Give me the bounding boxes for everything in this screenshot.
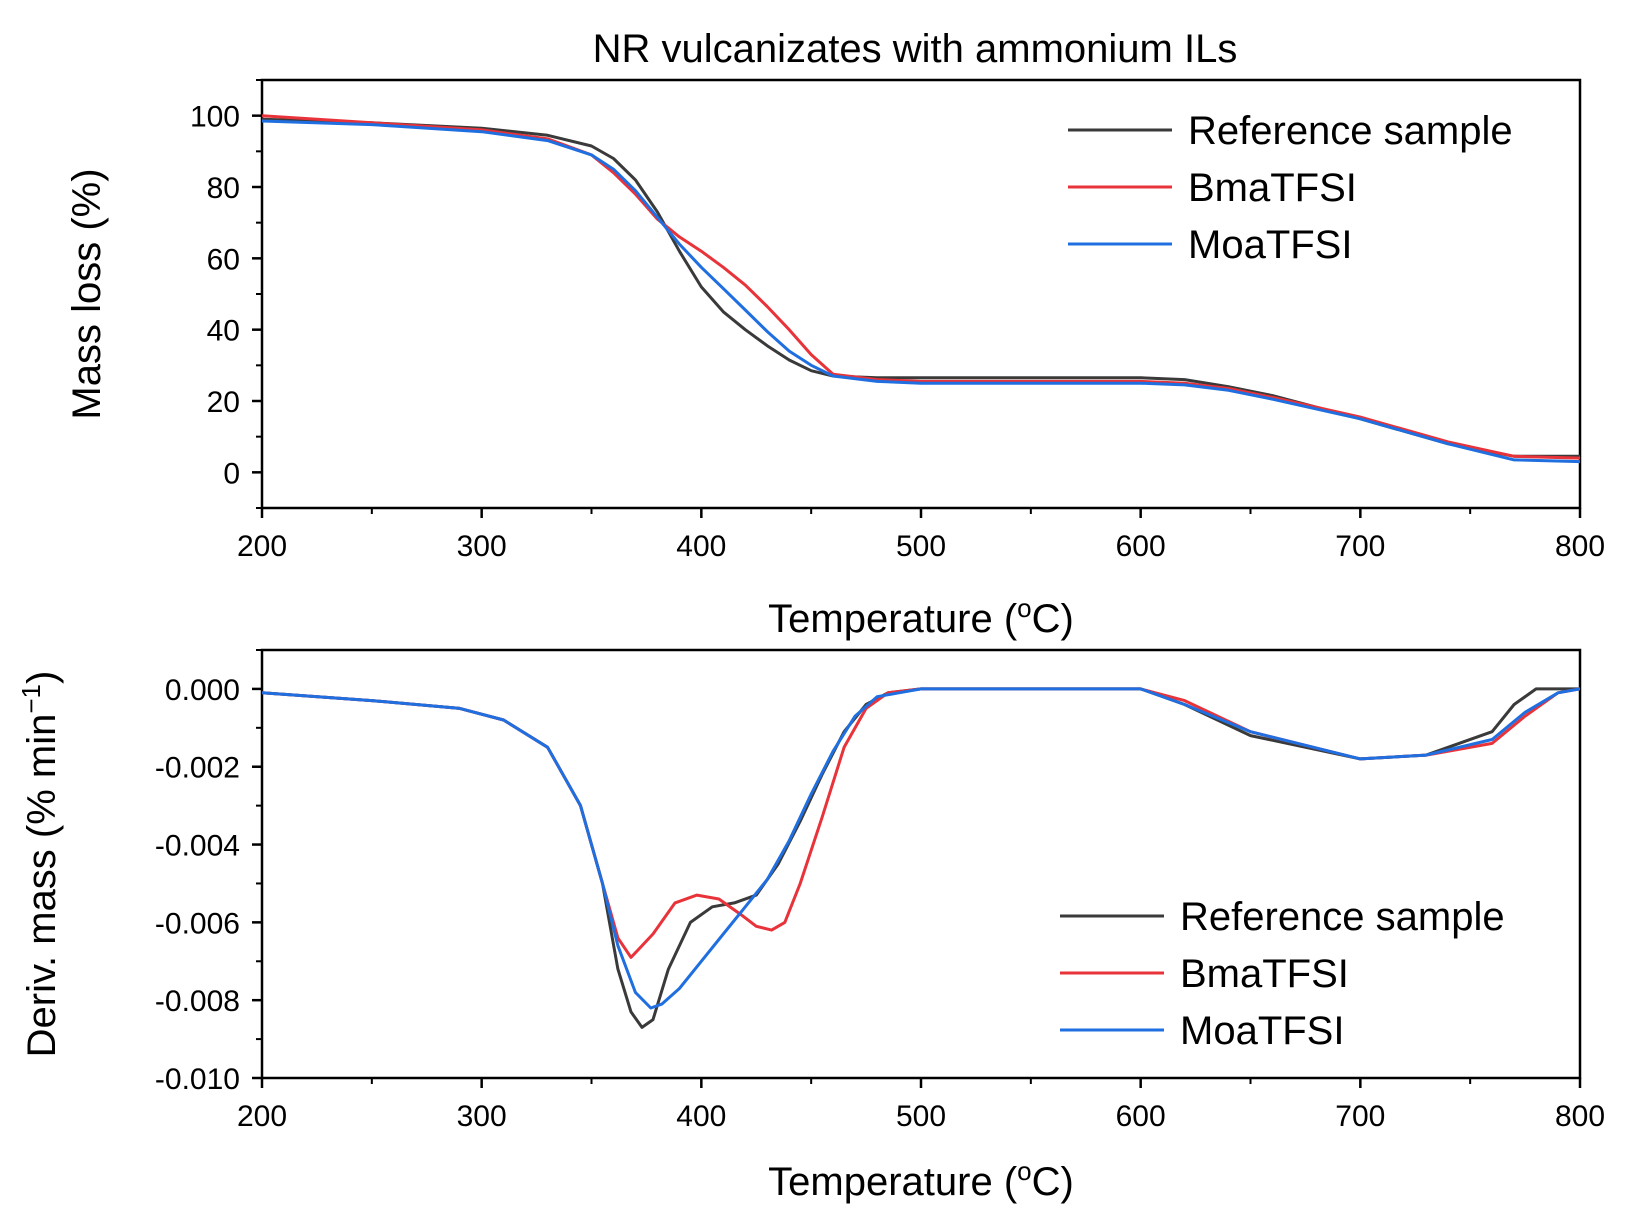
y-tick-label: -0.002 (155, 752, 240, 785)
y-tick-label: 40 (207, 315, 240, 348)
figure-title: NR vulcanizates with ammonium ILs (593, 27, 1238, 71)
legend-label: Reference sample (1188, 109, 1513, 153)
x-tick-label: 500 (896, 530, 946, 563)
y-tick-label: 20 (207, 386, 240, 419)
x-tick-label: 800 (1555, 530, 1605, 563)
derivative-mass-panel: 200 300 400 500 600 700 800 0.000 -0.002 -0.004 -0… (16, 648, 1605, 1204)
y-tick-label: 0.000 (165, 674, 240, 707)
x-tick-label: 600 (1116, 530, 1166, 563)
x-tick-label: 400 (676, 530, 726, 563)
x-tick-label: 400 (676, 1100, 726, 1133)
y-tick-label: -0.004 (155, 830, 240, 863)
series-line-moatfsi (262, 687, 1580, 1010)
x-tick-label: 300 (457, 1100, 507, 1133)
x-tick-label: 700 (1335, 1100, 1385, 1133)
x-tick-label: 200 (237, 1100, 287, 1133)
y-axis-title: Mass loss (%) (65, 168, 109, 419)
legend-label: BmaTFSI (1188, 166, 1357, 210)
y-axis-title: Deriv. mass (% min−1) (16, 671, 64, 1058)
x-tick-label: 300 (457, 530, 507, 563)
x-tick-label: 600 (1116, 1100, 1166, 1133)
legend-label: MoaTFSI (1188, 223, 1352, 267)
series-line-moatfsi (262, 119, 1580, 464)
x-tick-label: 700 (1335, 530, 1385, 563)
y-tick-label: 100 (190, 101, 240, 134)
y-tick-label: -0.008 (155, 985, 240, 1018)
y-tick-label: 60 (207, 243, 240, 276)
mass-loss-panel: 200 300 400 500 600 700 800020406080100Tempera… (65, 78, 1605, 641)
y-tick-label: 0 (223, 457, 240, 490)
legend-label: Reference sample (1180, 895, 1505, 939)
series-line-reference-sample (262, 117, 1580, 458)
x-tick-label: 800 (1555, 1100, 1605, 1133)
y-tick-label: -0.010 (155, 1063, 240, 1096)
x-tick-label: 500 (896, 1100, 946, 1133)
y-tick-label: 80 (207, 172, 240, 205)
legend-label: MoaTFSI (1180, 1009, 1344, 1053)
legend-label: BmaTFSI (1180, 952, 1349, 996)
x-tick-label: 200 (237, 530, 287, 563)
y-tick-label: -0.006 (155, 907, 240, 940)
